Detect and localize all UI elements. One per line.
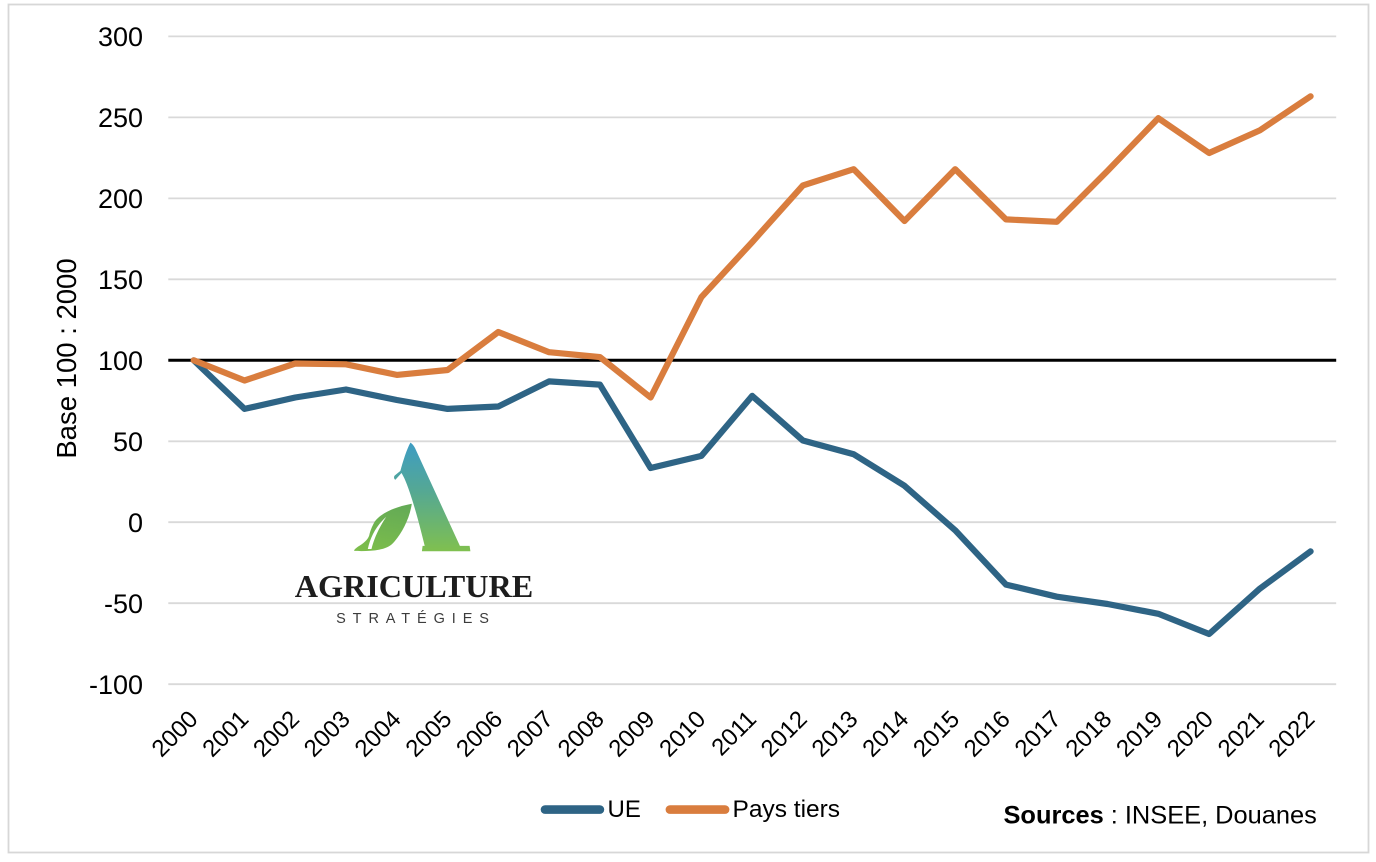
- svg-text:0: 0: [128, 508, 143, 538]
- svg-text:-100: -100: [89, 670, 143, 700]
- svg-text:100: 100: [98, 346, 143, 376]
- svg-text:Pays tiers: Pays tiers: [733, 796, 841, 823]
- svg-text:300: 300: [98, 22, 143, 52]
- svg-text:STRATÉGIES: STRATÉGIES: [336, 610, 496, 627]
- svg-text:-50: -50: [104, 589, 143, 619]
- svg-text:50: 50: [113, 427, 143, 457]
- svg-text:250: 250: [98, 103, 143, 133]
- svg-text:Sources : INSEE, Douanes: Sources : INSEE, Douanes: [1004, 802, 1317, 830]
- svg-text:Base 100 : 2000: Base 100 : 2000: [51, 258, 82, 458]
- svg-text:200: 200: [98, 184, 143, 214]
- svg-text:150: 150: [98, 265, 143, 295]
- svg-text:UE: UE: [608, 796, 641, 823]
- svg-text:AGRICULTURE: AGRICULTURE: [295, 568, 533, 604]
